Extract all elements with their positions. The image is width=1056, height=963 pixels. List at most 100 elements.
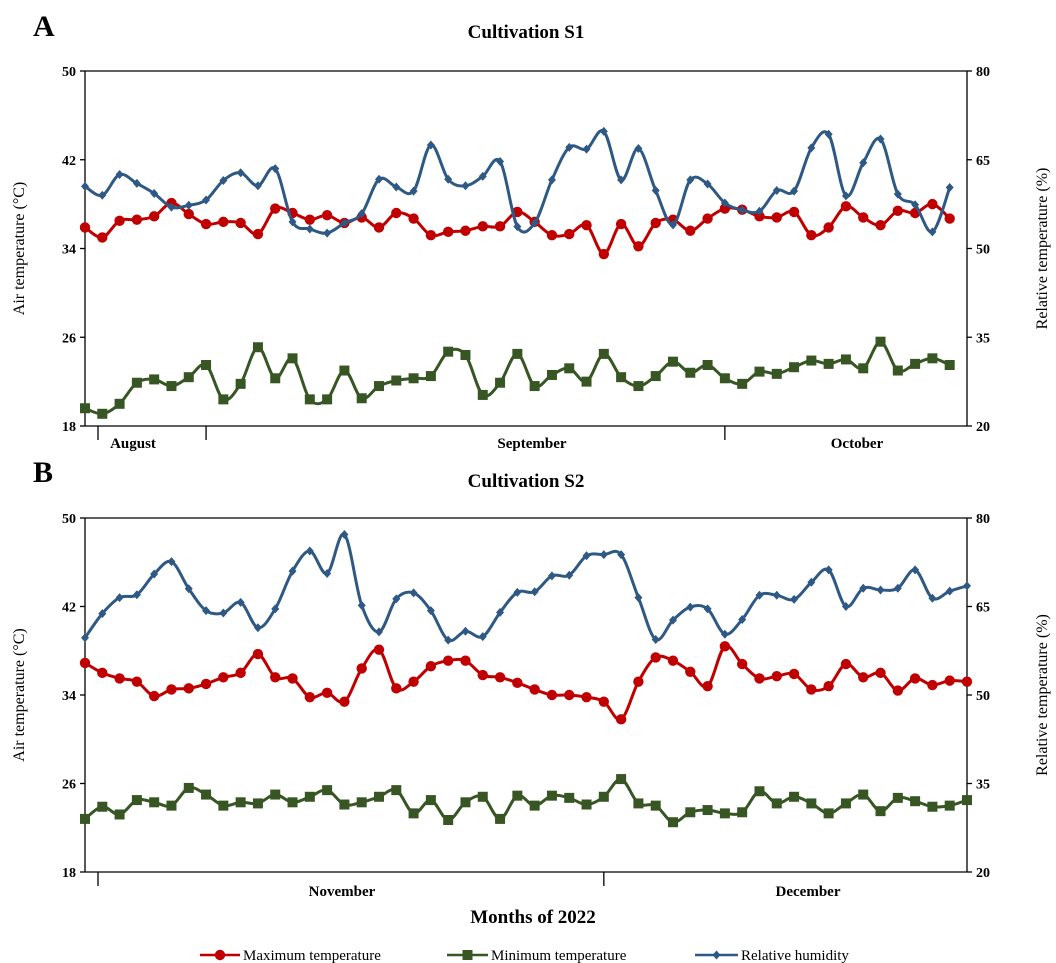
data-point xyxy=(218,216,229,228)
series-rh xyxy=(81,530,971,645)
data-point xyxy=(910,796,921,807)
legend-marker xyxy=(712,950,721,960)
series-rh xyxy=(81,126,954,238)
data-point xyxy=(615,714,627,725)
data-point xyxy=(477,389,488,400)
y-right-axis-label: Relative temperature (%) xyxy=(1034,168,1051,330)
data-point xyxy=(200,218,212,230)
data-point xyxy=(150,569,159,579)
data-point xyxy=(582,551,591,561)
data-point xyxy=(81,181,89,191)
data-point xyxy=(167,557,176,567)
data-point xyxy=(651,635,660,645)
data-point xyxy=(443,346,454,357)
data-point xyxy=(720,198,729,208)
data-point xyxy=(841,191,850,201)
data-point xyxy=(149,797,160,808)
data-point xyxy=(615,218,627,230)
data-point xyxy=(131,795,142,806)
data-point xyxy=(892,365,903,376)
data-point xyxy=(771,798,782,809)
data-point xyxy=(529,381,540,392)
data-point xyxy=(840,798,851,809)
data-point xyxy=(391,207,402,219)
data-point xyxy=(460,655,471,666)
data-point xyxy=(373,644,385,655)
data-point xyxy=(909,673,921,684)
data-point xyxy=(201,359,212,370)
data-point xyxy=(114,398,125,409)
data-point xyxy=(892,792,903,803)
data-point xyxy=(218,800,229,811)
data-point xyxy=(738,205,747,215)
legend-item-max: Maximum temperature xyxy=(200,948,381,963)
data-point xyxy=(373,222,385,233)
data-point xyxy=(202,195,211,205)
data-point xyxy=(253,623,262,633)
y-left-tick-label: 50 xyxy=(62,512,76,527)
data-point xyxy=(772,186,781,196)
data-point xyxy=(340,530,349,540)
data-point xyxy=(650,800,661,811)
data-point xyxy=(859,583,868,593)
data-point xyxy=(461,181,470,191)
data-point xyxy=(875,667,886,679)
data-point xyxy=(565,142,574,152)
data-point xyxy=(840,201,852,212)
data-point xyxy=(790,594,799,604)
data-point xyxy=(392,182,401,192)
y-left-axis-label: Air temperature (°C) xyxy=(11,182,28,315)
data-point xyxy=(651,186,660,196)
data-point xyxy=(409,186,418,196)
panel-label: A xyxy=(33,10,55,43)
data-point xyxy=(858,789,869,800)
month-label: August xyxy=(110,436,156,452)
y-right-tick-label: 80 xyxy=(976,65,990,80)
x-axis-label: Months of 2022 xyxy=(470,907,596,928)
data-point xyxy=(928,593,937,603)
data-point xyxy=(132,590,141,600)
data-point xyxy=(840,658,852,670)
data-point xyxy=(183,372,194,383)
data-point xyxy=(339,799,350,810)
data-point xyxy=(184,584,193,594)
data-point xyxy=(546,369,557,380)
data-point xyxy=(252,228,264,240)
data-point xyxy=(287,673,298,684)
y-left-tick-label: 26 xyxy=(62,331,76,346)
data-point xyxy=(270,203,281,214)
data-point xyxy=(530,587,539,597)
y-right-tick-label: 35 xyxy=(976,331,990,346)
data-point xyxy=(581,799,592,810)
data-point xyxy=(184,200,193,210)
data-point xyxy=(581,376,592,387)
data-point xyxy=(911,565,920,575)
series-line xyxy=(84,644,968,722)
data-point xyxy=(131,377,142,388)
series-line xyxy=(84,129,952,235)
data-point xyxy=(582,144,591,154)
data-point xyxy=(823,808,834,819)
data-point xyxy=(80,403,90,414)
data-point xyxy=(719,373,730,384)
data-point xyxy=(201,789,212,800)
data-point xyxy=(893,583,902,593)
data-point xyxy=(148,211,160,222)
data-point xyxy=(685,225,696,236)
data-point xyxy=(356,797,367,808)
data-point xyxy=(375,627,383,637)
chart-title: Cultivation S1 xyxy=(468,22,585,43)
data-point xyxy=(911,200,920,210)
data-point xyxy=(98,190,107,200)
data-point xyxy=(616,774,627,785)
chart-panel-a: A Cultivation S1 18 26 34 42 50 20 35 50 65 80 Air t… xyxy=(11,10,1051,452)
data-point xyxy=(617,550,626,560)
data-point xyxy=(270,672,281,683)
data-point xyxy=(288,566,297,576)
data-point xyxy=(789,791,800,802)
chart-title: Cultivation S2 xyxy=(468,471,585,492)
y-right-tick-label: 20 xyxy=(976,866,990,881)
data-point xyxy=(81,633,89,643)
data-point xyxy=(547,175,556,185)
data-point xyxy=(599,126,608,136)
